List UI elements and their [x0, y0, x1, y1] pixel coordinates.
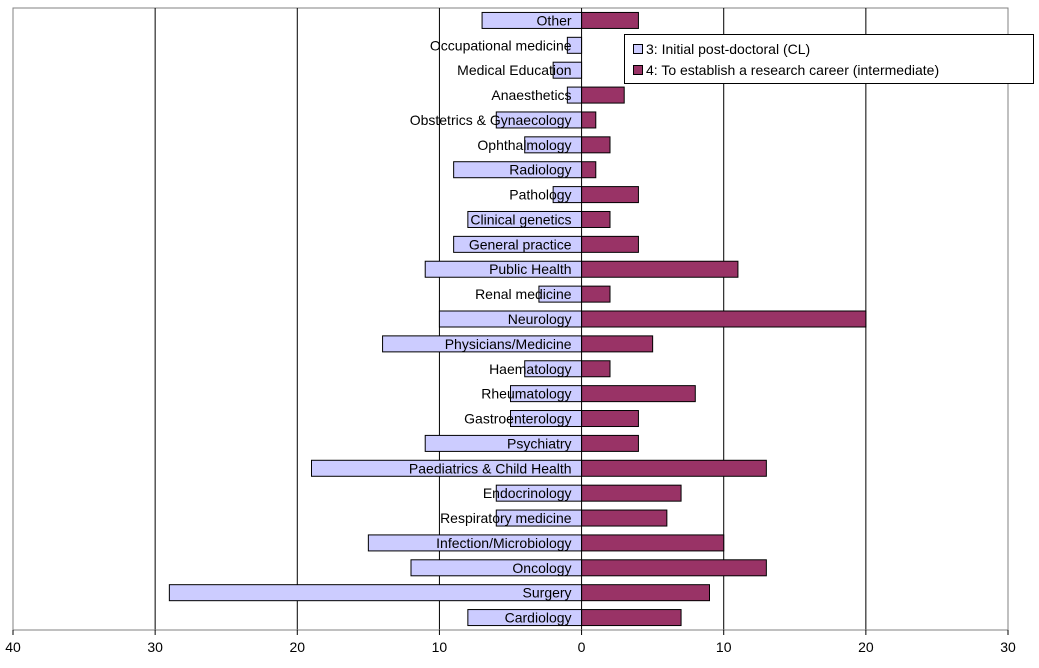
legend-label-series-2: 4: To establish a research career (inter…: [646, 61, 940, 78]
category-label-14: Haematology: [489, 361, 572, 377]
category-label-15: Rheumatology: [481, 386, 571, 402]
category-label-12: Neurology: [508, 311, 572, 327]
category-label-6: Radiology: [509, 162, 571, 178]
category-label-3: Anaesthetics: [491, 87, 571, 103]
category-label-24: Cardiology: [505, 610, 572, 626]
bar-series-2-19: [581, 484, 682, 502]
bar-series-2-11: [581, 285, 611, 303]
bar-series-2-6: [581, 161, 597, 179]
category-labels: Other Occupational medicine Medical Educat…: [409, 12, 572, 625]
category-label-22: Oncology: [512, 560, 571, 576]
x-tick-label-2: 20: [289, 639, 305, 655]
bar-series-2-20: [581, 509, 668, 527]
bar-series-2-15: [581, 385, 696, 403]
x-tick-label-0: 40: [5, 639, 21, 655]
bar-series-2-24: [581, 609, 682, 627]
bar-series-2-4: [581, 111, 597, 129]
bar-series-1-23: [168, 584, 583, 602]
x-tick-label-6: 20: [858, 639, 874, 655]
category-label-8: Clinical genetics: [470, 211, 571, 227]
bar-series-2-13: [581, 335, 654, 353]
legend-label-series-1: 3: Initial post-doctoral (CL): [646, 40, 811, 57]
bar-series-2-18: [581, 459, 767, 477]
bar-series-2-12: [581, 310, 867, 328]
x-tick-label-3: 10: [432, 639, 448, 655]
bar-series-2-14: [581, 360, 611, 378]
x-tick-label-1: 30: [147, 639, 163, 655]
category-label-0: Other: [537, 12, 572, 28]
bar-series-2-7: [581, 186, 639, 204]
category-label-17: Psychiatry: [507, 435, 572, 451]
x-axis: 40 30 20 10 0 10 20 30: [5, 8, 1016, 655]
category-label-10: Public Health: [489, 261, 572, 277]
category-label-19: Endocrinology: [483, 485, 572, 501]
category-label-23: Surgery: [523, 585, 572, 601]
category-label-21: Infection/Microbiology: [436, 535, 571, 551]
bar-series-2-10: [581, 260, 739, 278]
category-label-16: Gastroenterology: [464, 411, 571, 427]
category-label-11: Renal medicine: [475, 286, 572, 302]
category-label-18: Paediatrics & Child Health: [409, 460, 572, 476]
bar-series-2-22: [581, 559, 767, 577]
bar-series-2-3: [581, 86, 625, 104]
bars: [168, 11, 867, 627]
bar-series-2-8: [581, 210, 611, 228]
bar-series-2-16: [581, 410, 639, 428]
category-label-4: Obstetrics & Gynaecology: [410, 112, 572, 128]
category-label-1: Occupational medicine: [430, 37, 572, 53]
x-tick-label-4: 0: [578, 639, 586, 655]
category-label-5: Ophthalmology: [477, 137, 571, 153]
bar-series-2-5: [581, 136, 611, 154]
legend-item-series-2: 4: To establish a research career (inter…: [633, 59, 1033, 80]
bar-series-2-21: [581, 534, 725, 552]
category-label-9: General practice: [469, 236, 572, 252]
bar-series-2-23: [581, 584, 710, 602]
bar-series-2-0: [581, 11, 639, 29]
x-tick-label-5: 10: [716, 639, 732, 655]
x-tick-label-7: 30: [1000, 639, 1016, 655]
category-label-20: Respiratory medicine: [440, 510, 572, 526]
legend-item-series-1: 3: Initial post-doctoral (CL): [633, 38, 1033, 59]
category-label-13: Physicians/Medicine: [445, 336, 572, 352]
category-label-2: Medical Education: [457, 62, 571, 78]
bar-series-2-9: [581, 235, 639, 253]
legend: 3: Initial post-doctoral (CL) 4: To esta…: [624, 34, 1034, 84]
legend-swatch-series-2: [633, 64, 643, 75]
category-label-7: Pathology: [509, 187, 571, 203]
legend-swatch-series-1: [633, 43, 643, 54]
bar-series-2-17: [581, 434, 639, 452]
